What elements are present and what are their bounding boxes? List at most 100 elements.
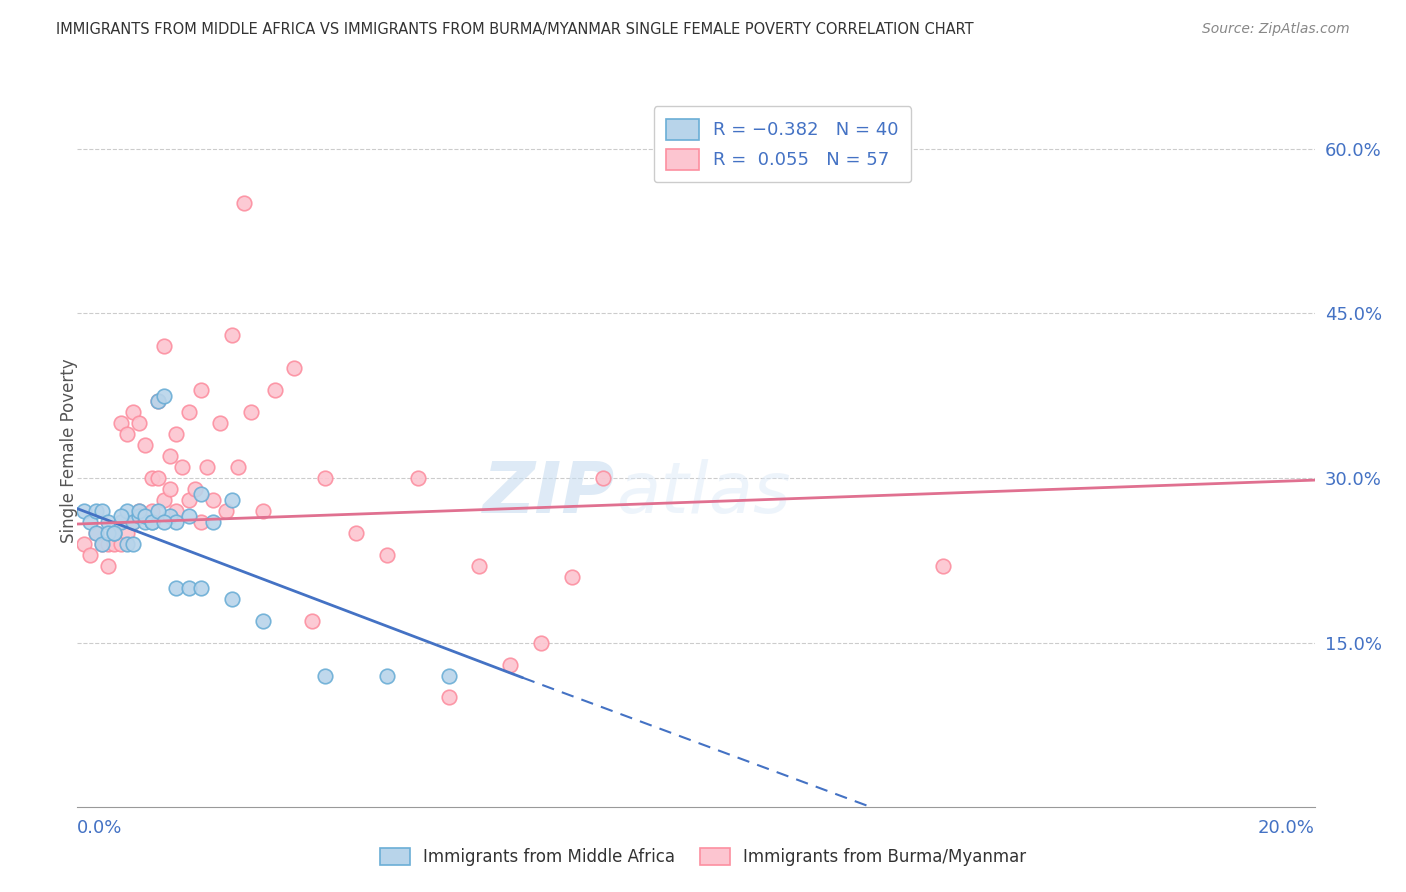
Point [468, 558, 491, 573]
Point [115, 504, 138, 518]
Point [375, 548, 398, 562]
Point [134, 509, 156, 524]
Point [91, 537, 114, 551]
Point [221, 492, 243, 507]
Point [110, 509, 132, 524]
Point [190, 487, 212, 501]
Point [146, 394, 169, 409]
Point [128, 509, 150, 524]
Point [184, 482, 207, 496]
Point [406, 471, 429, 485]
Point [195, 459, 218, 474]
Point [115, 525, 138, 540]
Point [146, 394, 169, 409]
Point [530, 635, 553, 649]
Point [375, 668, 398, 682]
Point [72, 504, 94, 518]
Point [134, 515, 156, 529]
Text: 20.0%: 20.0% [1258, 819, 1315, 837]
Point [110, 515, 132, 529]
Point [177, 581, 200, 595]
Point [202, 515, 225, 529]
Point [103, 525, 125, 540]
Point [177, 492, 200, 507]
Point [91, 504, 114, 518]
Point [97, 525, 120, 540]
Point [79, 548, 101, 562]
Point [84, 504, 107, 518]
Point [592, 471, 614, 485]
Legend: Immigrants from Middle Africa, Immigrants from Burma/Myanmar: Immigrants from Middle Africa, Immigrant… [371, 840, 1035, 875]
Point [146, 504, 169, 518]
Point [283, 361, 305, 376]
Point [141, 504, 163, 518]
Point [172, 459, 194, 474]
Point [153, 515, 176, 529]
Point [103, 537, 125, 551]
Point [97, 558, 120, 573]
Text: 0.0%: 0.0% [77, 819, 122, 837]
Point [252, 504, 274, 518]
Point [177, 509, 200, 524]
Point [202, 492, 225, 507]
Point [122, 405, 145, 419]
Point [208, 416, 231, 430]
Point [226, 459, 249, 474]
Point [128, 504, 150, 518]
Point [314, 668, 336, 682]
Point [84, 525, 107, 540]
Point [153, 339, 176, 353]
Text: Source: ZipAtlas.com: Source: ZipAtlas.com [1202, 22, 1350, 37]
Point [344, 525, 367, 540]
Point [115, 427, 138, 442]
Point [177, 405, 200, 419]
Point [128, 504, 150, 518]
Point [134, 509, 156, 524]
Point [128, 416, 150, 430]
Point [103, 525, 125, 540]
Point [301, 614, 323, 628]
Point [110, 537, 132, 551]
Point [110, 416, 132, 430]
Point [252, 614, 274, 628]
Point [122, 537, 145, 551]
Point [561, 570, 583, 584]
Point [165, 427, 187, 442]
Point [141, 515, 163, 529]
Point [499, 657, 522, 672]
Point [146, 471, 169, 485]
Point [190, 383, 212, 397]
Point [264, 383, 287, 397]
Point [437, 690, 460, 705]
Text: atlas: atlas [616, 458, 790, 528]
Point [159, 482, 181, 496]
Point [122, 515, 145, 529]
Point [165, 515, 187, 529]
Point [165, 504, 187, 518]
Point [72, 537, 94, 551]
Point [141, 471, 163, 485]
Point [122, 515, 145, 529]
Point [932, 558, 955, 573]
Point [239, 405, 262, 419]
Point [215, 504, 238, 518]
Point [437, 668, 460, 682]
Text: ZIP: ZIP [484, 458, 616, 528]
Point [190, 581, 212, 595]
Legend: R = −0.382   N = 40, R =  0.055   N = 57: R = −0.382 N = 40, R = 0.055 N = 57 [654, 106, 911, 182]
Point [165, 581, 187, 595]
Point [91, 537, 114, 551]
Point [159, 449, 181, 463]
Point [233, 196, 256, 211]
Point [134, 438, 156, 452]
Point [115, 537, 138, 551]
Point [314, 471, 336, 485]
Point [97, 515, 120, 529]
Point [221, 328, 243, 343]
Point [97, 537, 120, 551]
Y-axis label: Single Female Poverty: Single Female Poverty [60, 359, 77, 542]
Point [103, 525, 125, 540]
Point [153, 492, 176, 507]
Point [190, 515, 212, 529]
Text: IMMIGRANTS FROM MIDDLE AFRICA VS IMMIGRANTS FROM BURMA/MYANMAR SINGLE FEMALE POV: IMMIGRANTS FROM MIDDLE AFRICA VS IMMIGRA… [56, 22, 974, 37]
